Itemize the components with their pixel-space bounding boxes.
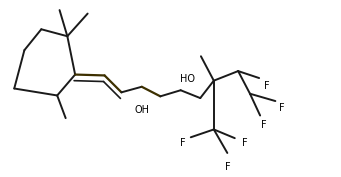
Text: F: F — [241, 138, 247, 148]
Text: F: F — [224, 162, 230, 172]
Text: F: F — [261, 120, 267, 130]
Text: HO: HO — [180, 74, 195, 84]
Text: F: F — [264, 81, 269, 91]
Text: F: F — [180, 138, 186, 148]
Text: OH: OH — [134, 105, 149, 115]
Text: F: F — [279, 103, 284, 113]
